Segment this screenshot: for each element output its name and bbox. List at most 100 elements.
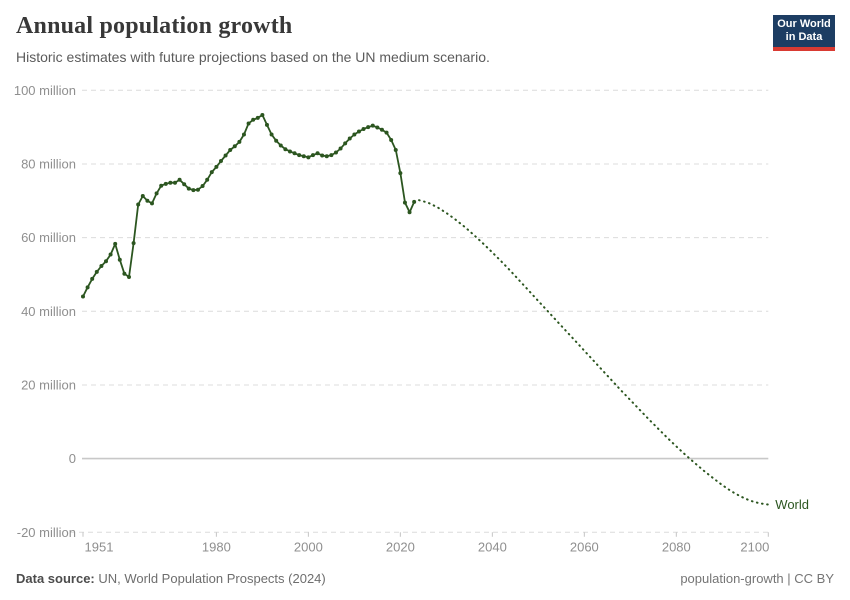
data-point-marker	[393, 147, 398, 152]
data-point-marker	[402, 200, 407, 205]
license-link[interactable]: population-growth | CC BY	[680, 571, 834, 586]
data-point-marker	[370, 123, 375, 128]
data-point-marker	[255, 115, 260, 120]
y-tick-label: 60 million	[21, 230, 76, 245]
data-point-marker	[292, 151, 297, 156]
data-point-marker	[384, 130, 389, 135]
data-point-marker	[324, 154, 329, 159]
world-series-label: World	[775, 497, 809, 512]
historic-line	[82, 114, 416, 297]
x-tick-label: 2080	[662, 539, 691, 554]
data-source-text: UN, World Population Prospects (2024)	[94, 571, 326, 586]
data-point-marker	[163, 181, 168, 186]
data-point-marker	[103, 259, 108, 264]
x-tick-label: 2100	[740, 539, 769, 554]
data-point-marker	[274, 138, 279, 143]
data-point-marker	[191, 188, 196, 193]
data-point-marker	[117, 257, 122, 262]
data-point-marker	[338, 146, 343, 151]
data-point-marker	[232, 144, 237, 149]
data-point-marker	[182, 182, 187, 187]
x-tick-label: 2000	[294, 539, 323, 554]
data-point-marker	[260, 112, 265, 117]
x-tick-label: 2020	[386, 539, 415, 554]
data-point-marker	[99, 263, 104, 268]
data-point-marker	[145, 198, 150, 203]
data-point-marker	[251, 117, 256, 122]
y-tick-label: 100 million	[14, 83, 76, 98]
data-point-marker	[246, 121, 251, 126]
data-point-marker	[315, 151, 320, 156]
data-point-marker	[223, 153, 228, 158]
data-point-marker	[329, 153, 334, 158]
data-point-marker	[228, 147, 233, 152]
data-point-marker	[389, 138, 394, 143]
data-point-marker	[333, 150, 338, 155]
data-source-label: Data source:	[16, 571, 95, 586]
data-point-marker	[81, 294, 85, 299]
data-point-marker	[172, 180, 177, 185]
data-point-marker	[154, 191, 159, 196]
data-point-marker	[347, 136, 352, 141]
data-point-marker	[352, 132, 357, 137]
data-point-marker	[283, 147, 288, 152]
y-tick-label: 0	[69, 451, 76, 466]
data-point-marker	[218, 159, 223, 164]
data-point-marker	[205, 177, 210, 182]
data-point-marker	[94, 269, 99, 274]
data-point-marker	[379, 127, 384, 132]
y-tick-label: 40 million	[21, 304, 76, 319]
data-point-marker	[214, 164, 219, 169]
data-point-marker	[297, 153, 302, 158]
data-point-marker	[306, 155, 311, 160]
data-point-marker	[398, 171, 403, 176]
data-point-marker	[264, 122, 269, 127]
data-point-marker	[90, 276, 95, 281]
data-point-marker	[237, 139, 242, 144]
data-point-marker	[195, 187, 200, 192]
data-point-marker	[140, 194, 145, 199]
x-tick-label: 2060	[570, 539, 599, 554]
chart-subtitle: Historic estimates with future projectio…	[16, 48, 490, 65]
owid-logo[interactable]: Our World in Data	[773, 15, 835, 51]
data-source: Data source: UN, World Population Prospe…	[16, 571, 326, 586]
data-point-marker	[177, 177, 182, 182]
data-point-marker	[108, 252, 113, 257]
y-tick-label: 80 million	[21, 156, 76, 171]
y-tick-label: -20 million	[17, 525, 76, 540]
data-point-marker	[136, 202, 141, 207]
data-point-marker	[301, 154, 306, 159]
data-point-marker	[122, 271, 127, 276]
data-point-marker	[113, 241, 118, 246]
data-point-marker	[126, 275, 131, 280]
projection-line	[413, 199, 770, 506]
data-point-marker	[149, 201, 154, 206]
chart-title: Annual population growth	[16, 13, 293, 39]
data-point-marker	[241, 132, 246, 137]
data-point-marker	[407, 210, 412, 215]
data-point-marker	[287, 149, 292, 154]
data-point-marker	[269, 132, 274, 137]
data-point-marker	[343, 141, 348, 146]
data-point-marker	[159, 183, 164, 188]
data-point-marker	[168, 180, 173, 185]
x-tick-label: 2040	[478, 539, 507, 554]
data-point-marker	[200, 184, 205, 189]
data-point-marker	[209, 170, 214, 175]
x-tick-label: 1980	[202, 539, 231, 554]
data-point-marker	[356, 129, 361, 134]
data-point-marker	[278, 143, 283, 148]
data-point-marker	[85, 285, 90, 290]
owid-logo-line1: Our World	[777, 18, 831, 31]
data-point-marker	[320, 153, 325, 158]
chart-footer: Data source: UN, World Population Prospe…	[16, 571, 834, 586]
data-point-marker	[131, 241, 136, 246]
data-point-marker	[310, 153, 315, 158]
y-tick-label: 20 million	[21, 377, 76, 392]
x-tick-label: 1951	[85, 539, 114, 554]
data-point-marker	[186, 186, 191, 191]
owid-logo-line2: in Data	[785, 31, 823, 43]
data-point-marker	[375, 125, 380, 130]
